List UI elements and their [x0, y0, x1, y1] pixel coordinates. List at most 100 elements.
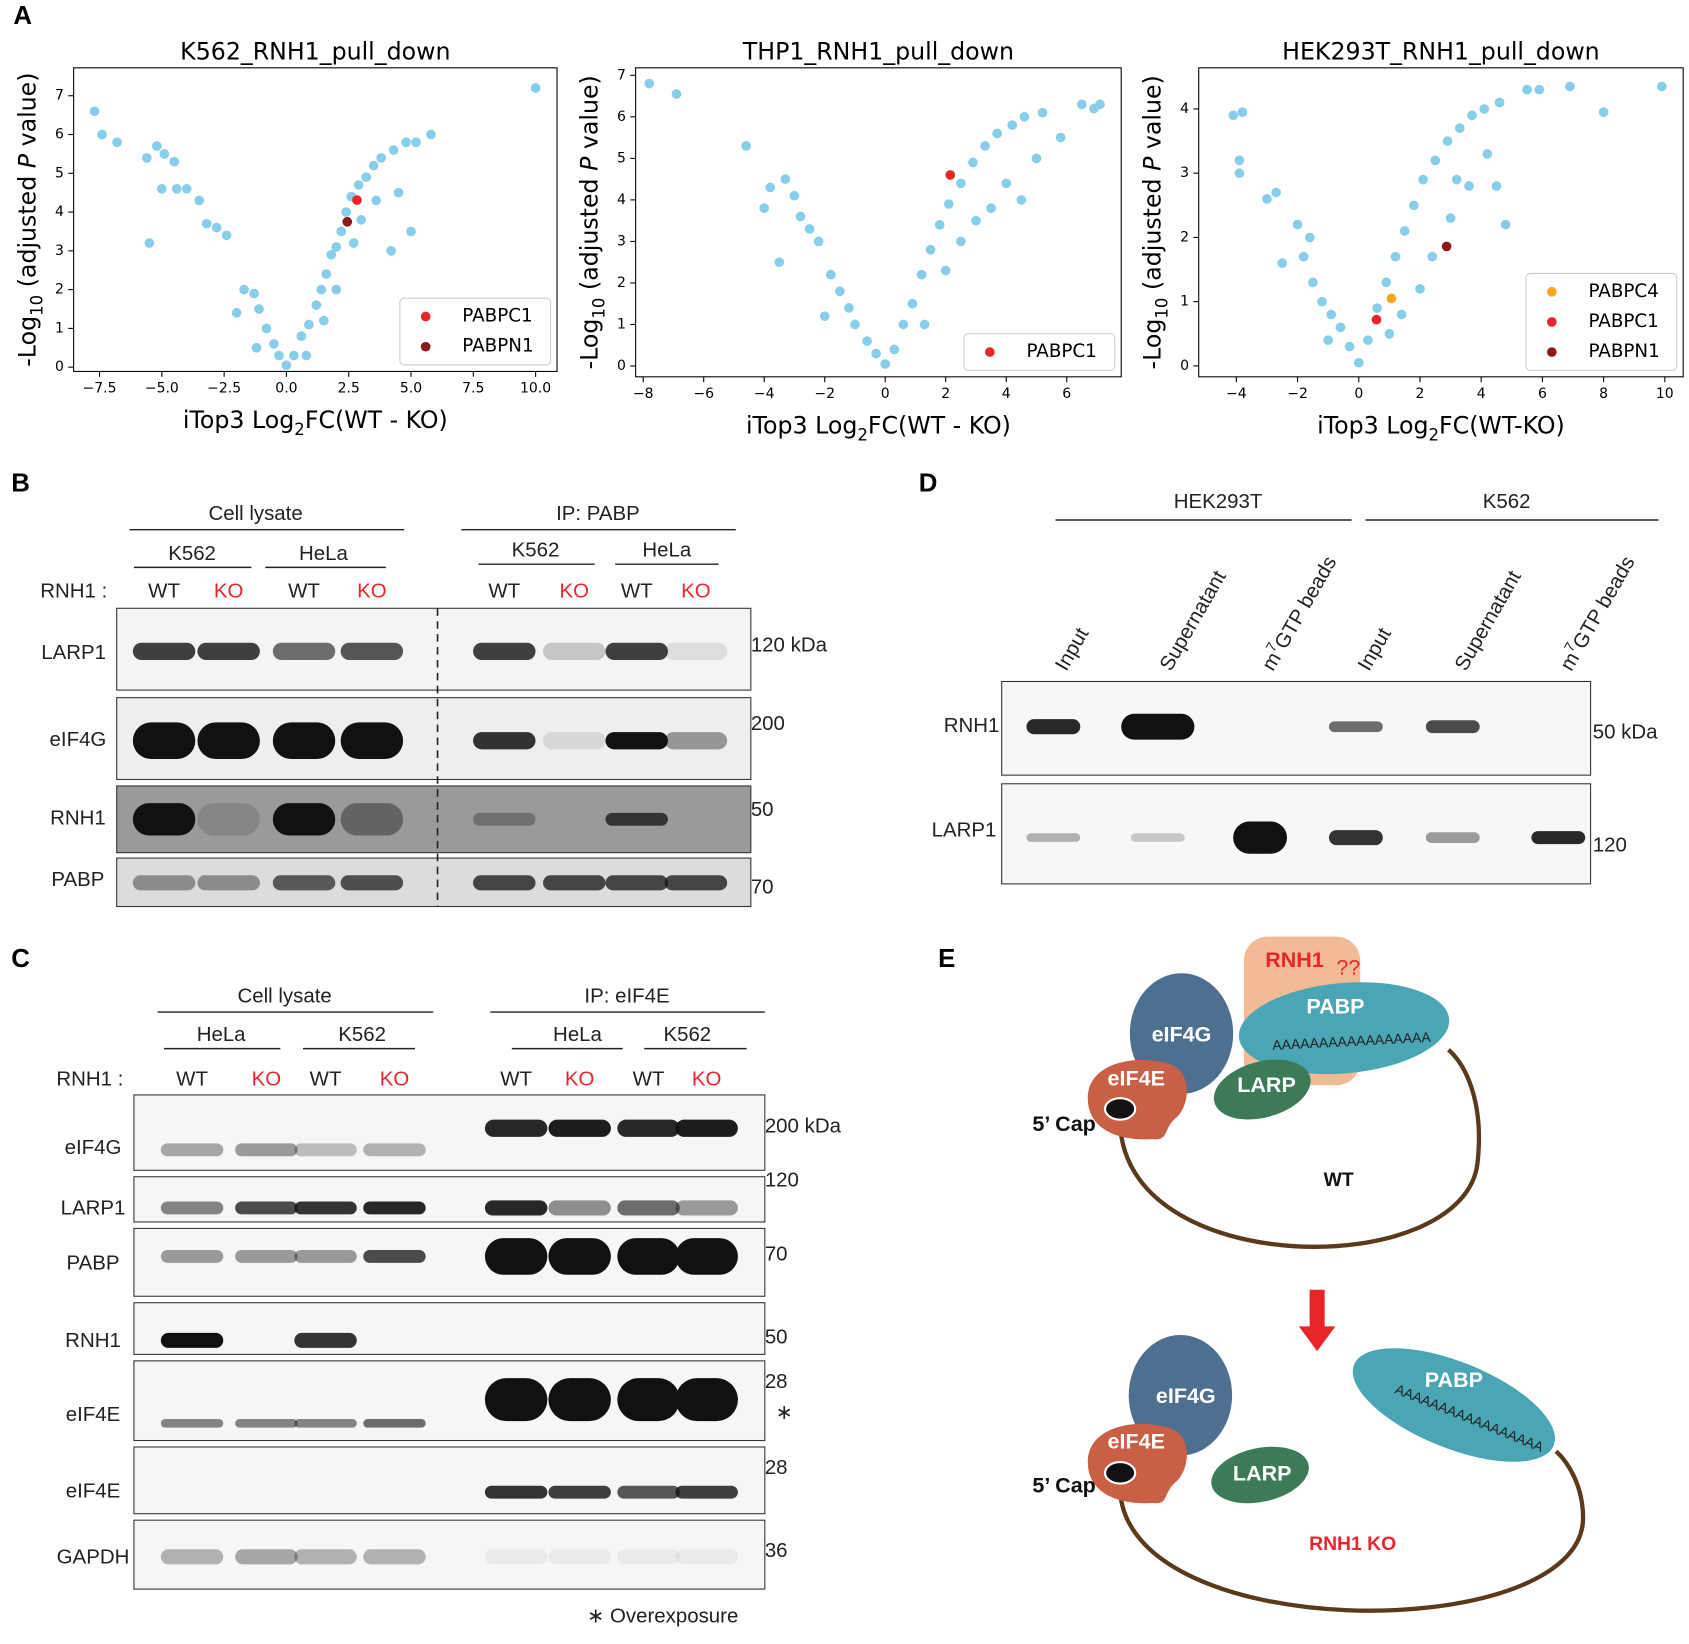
scatter-plot: THP1_RNH1_pull_down −8 −6 −4 −2 0 2 4 6 0 1 2 3 4 5 6 7 i… — [575, 37, 1122, 444]
lane-label: Supernatant — [1450, 567, 1526, 675]
point — [401, 137, 411, 148]
y-tick-label: 6 — [617, 109, 626, 125]
point — [1445, 213, 1456, 223]
y-axis-label: -Log10 (adjusted P value) — [1138, 75, 1172, 369]
point — [1304, 232, 1315, 243]
band — [235, 1201, 298, 1215]
blot — [1001, 783, 1592, 885]
point — [368, 160, 379, 171]
point — [1001, 178, 1012, 189]
point — [289, 350, 299, 361]
x-axis-label: iTop3 Log2FC(WT-KO) — [1317, 411, 1565, 444]
scatter-plot: HEK293T_RNH1_pull_down −4 −2 0 2 4 6 8 10 0 1 2 3 4 iT… — [1138, 37, 1684, 444]
eif4e-label: eIF4E — [1108, 1429, 1165, 1453]
eif4e-shape — [1087, 1423, 1187, 1504]
size-marker: 50 — [751, 798, 774, 821]
cell-line-label: K562 — [338, 1023, 386, 1046]
band — [675, 1238, 738, 1275]
rnh1-label: RNH1 : — [40, 580, 107, 603]
point — [1344, 341, 1355, 352]
band — [1121, 713, 1195, 740]
label-part: FC(WT-KO) — [1439, 411, 1565, 439]
point — [269, 339, 279, 349]
band — [675, 1200, 738, 1216]
band — [294, 1143, 357, 1157]
point — [1055, 132, 1066, 143]
legend-label: PABPC4 — [1588, 281, 1658, 302]
mrna-loop — [1117, 1449, 1586, 1613]
genotype-label: KO — [380, 1067, 410, 1090]
legend-label: PABPC1 — [1026, 341, 1096, 362]
label-part: Supernatant — [1156, 567, 1232, 675]
point — [1494, 97, 1505, 108]
point — [850, 319, 860, 330]
band — [132, 642, 196, 660]
point — [898, 319, 909, 330]
highlight-point — [1441, 241, 1452, 252]
pabp-label: PABP — [1306, 994, 1364, 1018]
point — [1234, 168, 1245, 179]
size-marker: 36 — [765, 1539, 788, 1562]
band — [1425, 720, 1480, 734]
legend-marker — [1546, 286, 1557, 297]
genotype-label: WT — [500, 1067, 532, 1090]
point — [1384, 328, 1395, 339]
point — [231, 308, 242, 318]
point — [97, 129, 107, 140]
band — [473, 732, 536, 750]
point — [274, 350, 284, 361]
point — [326, 249, 337, 260]
x-axis-label: iTop3 Log2FC(WT - KO) — [746, 411, 1011, 444]
band — [132, 722, 196, 760]
x-tick-label: 10.0 — [520, 381, 551, 397]
genotype-label: WT — [488, 580, 520, 603]
point — [980, 141, 990, 151]
label-part: (adjusted — [575, 171, 603, 298]
point — [956, 178, 966, 189]
band — [1026, 833, 1081, 842]
point — [943, 199, 954, 209]
label-part: value) — [1138, 75, 1166, 156]
point — [1372, 303, 1382, 313]
point — [530, 83, 541, 93]
size-marker: 120 kDa — [751, 633, 828, 656]
point — [331, 242, 342, 252]
x-tick-label: 2 — [941, 386, 950, 402]
point — [774, 257, 785, 268]
band — [1531, 831, 1586, 845]
x-tick-label: 4 — [1002, 386, 1011, 402]
axes-frame — [73, 67, 558, 372]
point — [1430, 155, 1441, 166]
genotype-label: KO — [357, 580, 387, 603]
pabp-shape — [1238, 982, 1450, 1075]
arrow — [1298, 1289, 1336, 1352]
band — [294, 1418, 357, 1428]
x-tick-label: −8 — [633, 386, 654, 402]
band — [543, 642, 606, 660]
band — [160, 1143, 224, 1157]
panel-letter: A — [13, 2, 32, 30]
point — [169, 156, 180, 167]
x-tick-label: −4 — [754, 386, 775, 402]
point — [804, 224, 815, 234]
point — [1298, 251, 1309, 262]
point — [813, 236, 824, 247]
band — [617, 1378, 680, 1422]
point — [671, 89, 682, 99]
group-label: K562 — [1483, 490, 1531, 513]
label-part: value) — [13, 73, 41, 154]
point — [741, 141, 751, 151]
point — [406, 226, 416, 237]
band — [484, 1238, 548, 1275]
point — [834, 286, 845, 297]
x-tick-label: 7.5 — [462, 381, 484, 397]
point — [331, 284, 342, 295]
band — [363, 1143, 426, 1157]
cap-label: 5’ Cap — [1032, 1112, 1095, 1136]
point — [889, 344, 900, 355]
point — [321, 269, 332, 279]
point — [1019, 111, 1030, 122]
point — [1522, 84, 1532, 95]
band — [272, 803, 336, 836]
panel-letter: E — [938, 945, 955, 973]
